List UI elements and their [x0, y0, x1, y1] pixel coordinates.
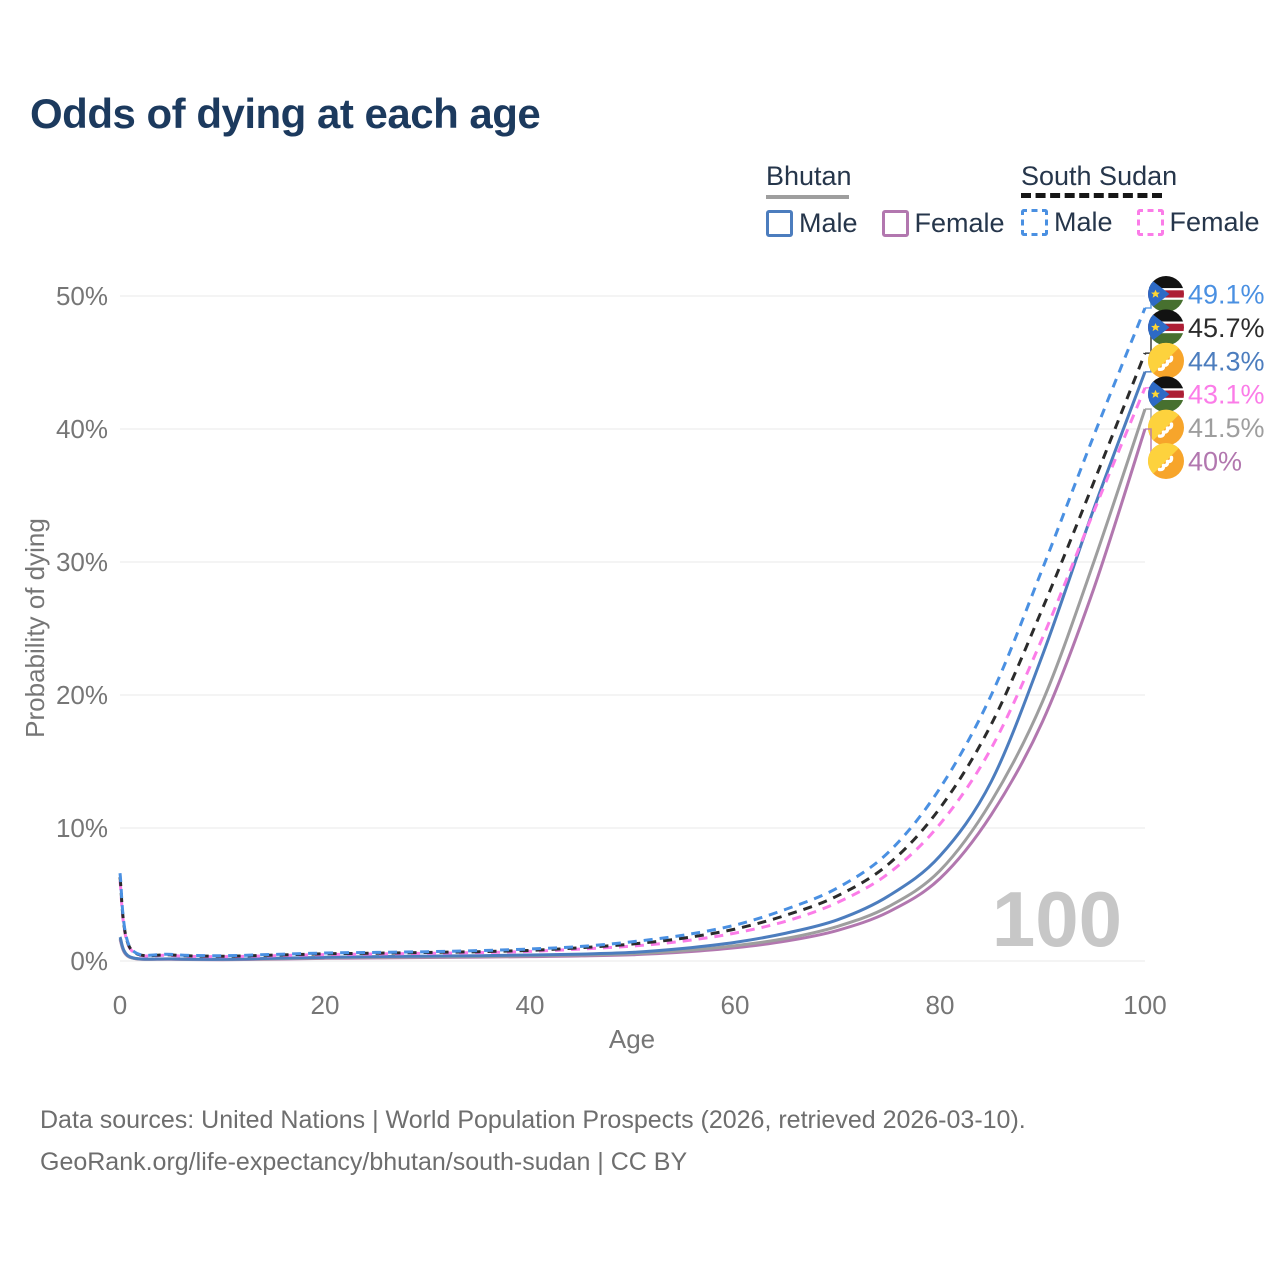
end-value-label-bhutan_male: 44.3%: [1188, 346, 1265, 376]
age-counter-watermark: 100: [992, 875, 1122, 963]
y-tick-label: 0%: [70, 946, 108, 976]
series-line-ss_male: [118, 307, 1147, 958]
legend-item-bhutan-male[interactable]: Male: [766, 208, 858, 239]
end-value-label-ss_total: 45.7%: [1188, 313, 1265, 343]
south-sudan-flag-icon: [1147, 276, 1184, 312]
x-tick-label: 0: [113, 990, 127, 1020]
attribution-link-text: GeoRank.org/life-expectancy/bhutan/south…: [40, 1148, 688, 1176]
legend-country-south-sudan[interactable]: South Sudan: [1021, 161, 1178, 191]
legend-label-bhutan-female: Female: [914, 208, 1005, 238]
legend-group-south-sudan: South Sudan Male Female: [1021, 163, 1280, 238]
y-tick-label: 20%: [56, 680, 108, 710]
series-line-ss_total: [118, 352, 1147, 958]
legend-swatch-south-sudan-male-icon: [1021, 209, 1048, 236]
x-axis-title: Age: [609, 1024, 655, 1054]
axis-ticks: 0% 10% 20% 30% 40% 50% 0 20 40 60 80 100: [56, 281, 1167, 1020]
y-tick-label: 30%: [56, 547, 108, 577]
legend-underline-bhutan: [766, 195, 849, 199]
x-tick-label: 60: [721, 990, 750, 1020]
data-sources-text: Data sources: United Nations | World Pop…: [40, 1106, 1026, 1134]
end-value-label-bhutan_female: 40%: [1188, 447, 1242, 477]
legend-swatch-bhutan-male-icon: [766, 210, 793, 237]
legend-swatch-bhutan-female-icon: [881, 210, 909, 237]
x-tick-label: 20: [311, 990, 340, 1020]
bhutan-flag-icon: [1148, 410, 1184, 446]
legend-swatch-south-sudan-female-icon: [1136, 209, 1164, 236]
x-tick-label: 40: [516, 990, 545, 1020]
x-tick-label: 100: [1123, 990, 1166, 1020]
series-line-ss_female: [118, 387, 1147, 959]
end-value-label-ss_female: 43.1%: [1188, 380, 1265, 410]
series-line-bhutan_male: [118, 371, 1147, 961]
legend-underline-south-sudan: [1021, 193, 1162, 198]
gridlines: [120, 295, 1145, 962]
end-value-label-bhutan_total: 41.5%: [1188, 413, 1265, 443]
y-tick-label: 50%: [56, 281, 108, 311]
x-tick-label: 80: [926, 990, 955, 1020]
series-lines: [118, 307, 1147, 962]
page-title: Odds of dying at each age: [30, 90, 541, 137]
y-tick-label: 10%: [56, 813, 108, 843]
legend-country-bhutan[interactable]: Bhutan: [766, 161, 852, 191]
y-tick-label: 40%: [56, 414, 108, 444]
legend-label-south-sudan-male: Male: [1054, 207, 1113, 237]
bhutan-flag-icon: [1148, 443, 1184, 479]
end-labels: 49.1%45.7%44.3% 43.1%41.5% 40%: [1145, 276, 1265, 479]
legend-item-south-sudan-male[interactable]: Male: [1021, 207, 1113, 238]
legend-label-south-sudan-female: Female: [1169, 207, 1260, 237]
legend-item-south-sudan-female[interactable]: Female: [1136, 207, 1260, 238]
south-sudan-flag-icon: [1147, 376, 1184, 412]
bhutan-flag-icon: [1148, 343, 1184, 379]
y-axis-title: Probability of dying: [20, 518, 50, 738]
legend-label-bhutan-male: Male: [799, 208, 858, 238]
legend-item-bhutan-female[interactable]: Female: [881, 208, 1005, 239]
legend-group-bhutan: Bhutan Male Female: [766, 163, 1029, 239]
end-value-label-ss_male: 49.1%: [1188, 280, 1265, 310]
south-sudan-flag-icon: [1147, 309, 1184, 345]
